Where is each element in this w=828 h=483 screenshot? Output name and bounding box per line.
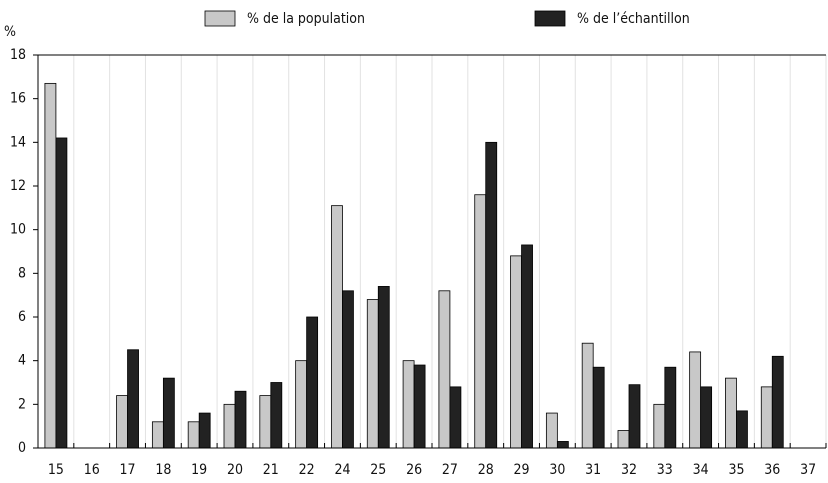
x-tick-label: 34 — [693, 462, 709, 478]
y-tick-label: 6 — [18, 309, 26, 325]
y-tick-label: 12 — [10, 178, 26, 194]
x-tick-label: 30 — [549, 462, 565, 478]
bar — [556, 441, 569, 449]
y-tick-label: 14 — [10, 134, 26, 150]
y-tick-label: 4 — [18, 353, 26, 369]
y-tick-label: 0 — [18, 440, 26, 456]
bar — [331, 205, 343, 449]
bar — [438, 290, 451, 449]
y-tick-label: 2 — [18, 396, 26, 412]
bar — [116, 395, 128, 449]
bar — [689, 351, 702, 449]
bar — [592, 366, 605, 449]
x-tick-label: 35 — [728, 462, 744, 478]
x-tick-label: 33 — [657, 462, 673, 478]
bar — [700, 386, 713, 449]
x-tick-label: 22 — [299, 462, 315, 478]
bar — [259, 395, 272, 449]
bar — [736, 410, 748, 449]
x-tick-label: 16 — [84, 462, 100, 478]
bar — [306, 316, 319, 449]
legend-swatch — [534, 10, 566, 27]
bar — [725, 377, 737, 449]
x-tick-label: 29 — [514, 462, 530, 478]
y-tick-label: 16 — [10, 91, 26, 107]
bar — [449, 386, 462, 449]
x-tick-label: 15 — [48, 462, 64, 478]
bar — [485, 141, 498, 449]
bar — [521, 244, 533, 449]
bar — [151, 421, 164, 449]
legend-label: % de la population — [247, 11, 365, 27]
bar — [162, 377, 175, 449]
x-tick-label: 20 — [227, 462, 243, 478]
bar — [223, 403, 236, 449]
bar — [55, 137, 68, 449]
x-tick-label: 32 — [621, 462, 637, 478]
bar — [760, 386, 773, 449]
x-tick-label: 36 — [764, 462, 780, 478]
bar — [270, 382, 283, 449]
x-tick-label: 27 — [442, 462, 458, 478]
x-tick-label: 21 — [263, 462, 279, 478]
bar — [402, 360, 415, 449]
bar — [198, 412, 211, 449]
bar — [44, 82, 57, 449]
x-tick-label: 37 — [800, 462, 816, 478]
y-tick-label: 10 — [10, 222, 26, 238]
x-tick-label: 28 — [478, 462, 494, 478]
bar — [628, 384, 641, 449]
bar — [545, 412, 558, 449]
x-tick-label: 24 — [334, 462, 350, 478]
legend-swatch — [204, 10, 236, 27]
bar — [377, 286, 390, 449]
y-tick-label: 18 — [10, 47, 26, 63]
bar — [295, 360, 308, 449]
x-tick-label: 18 — [155, 462, 171, 478]
x-tick-label: 19 — [191, 462, 207, 478]
bar — [474, 194, 487, 449]
bar — [581, 342, 594, 449]
bar — [771, 355, 784, 449]
bar — [510, 255, 522, 449]
bar — [234, 390, 247, 449]
bar — [342, 290, 354, 449]
bar — [413, 364, 426, 449]
x-tick-label: 31 — [585, 462, 601, 478]
bar — [617, 430, 630, 449]
bar — [127, 349, 139, 449]
x-tick-label: 26 — [406, 462, 422, 478]
bar — [653, 403, 666, 449]
bar — [187, 421, 200, 449]
x-tick-label: 17 — [120, 462, 136, 478]
x-tick-label: 25 — [370, 462, 386, 478]
legend-label: % de l’échantillon — [577, 11, 690, 27]
y-axis-label: % — [4, 24, 16, 40]
bar — [366, 299, 379, 449]
bar — [664, 366, 677, 449]
y-tick-label: 8 — [18, 265, 26, 281]
